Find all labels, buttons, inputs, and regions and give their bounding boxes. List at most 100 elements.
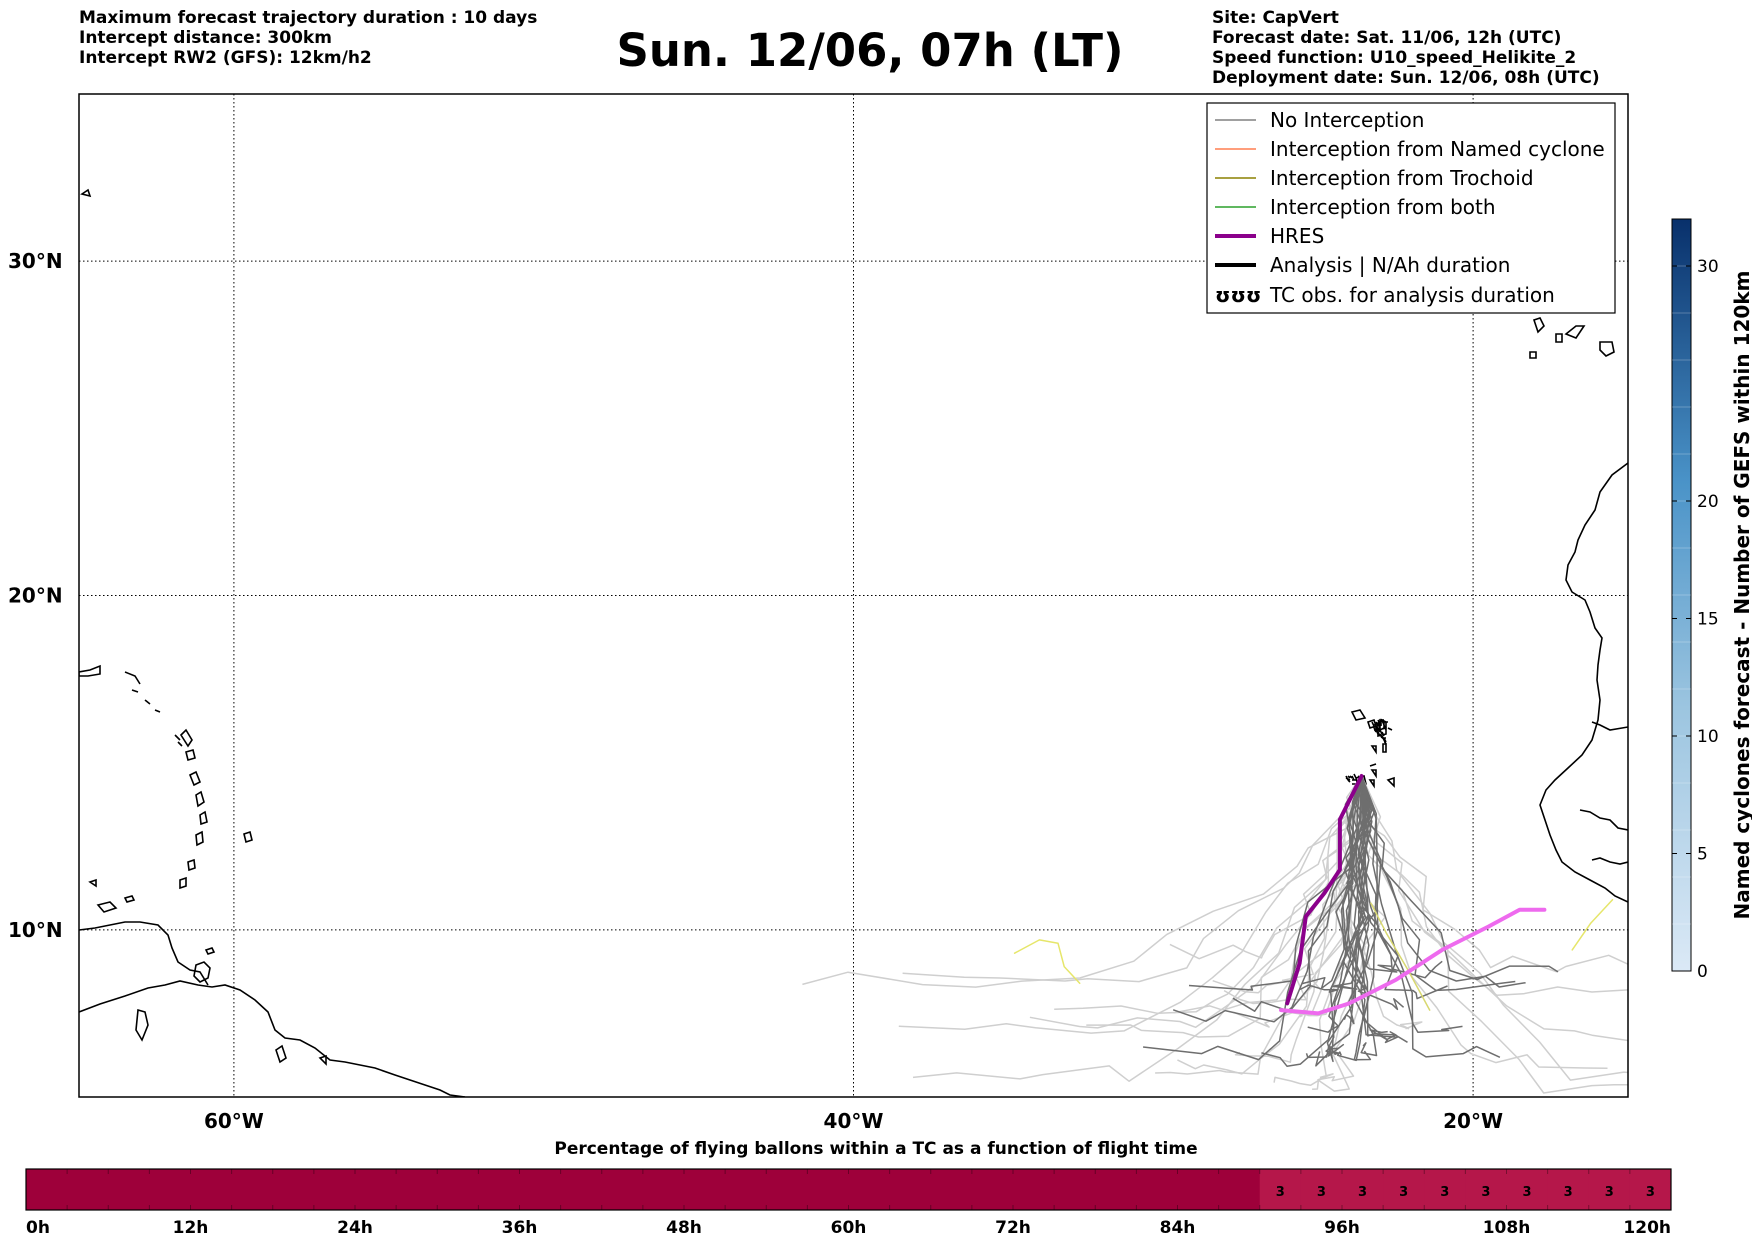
flight-time-segment	[396, 1169, 438, 1210]
flight-time-segment	[725, 1169, 767, 1210]
tobago-coastline	[204, 947, 216, 955]
colorbar: 0 5 10 15 20 30 Named cyclones forecast - Num…	[1671, 218, 1752, 982]
legend: No Interception Interception from Named …	[1206, 102, 1616, 314]
flight-time-segment	[1342, 1169, 1384, 1210]
legend-label-named-cyclone: Interception from Named cyclone	[1270, 137, 1605, 161]
ensemble-trajectory-dark	[1350, 775, 1405, 1011]
ensemble-trajectory-dark	[1356, 775, 1408, 1043]
flight-time-segment	[1424, 1169, 1466, 1210]
lon-tick-label: 40°W	[824, 1109, 884, 1133]
flight-time-segment	[807, 1169, 849, 1210]
flight-time-value-label: 3	[1481, 1185, 1490, 1200]
max-duration-text: Maximum forecast trajectory duration : 1…	[79, 8, 538, 28]
legend-label-tc-obs: TC obs. for analysis duration	[1269, 283, 1555, 307]
lat-tick-label: 30°N	[8, 249, 63, 273]
ensemble-trajectory-light	[1360, 775, 1628, 1094]
flight-time-segment	[149, 1169, 191, 1210]
ensemble-trajectory-light	[898, 775, 1363, 1034]
flight-time-segment	[478, 1169, 520, 1210]
ensemble-trajectory-light	[1177, 775, 1364, 1075]
trajectory-analysis-pink	[1279, 907, 1547, 1016]
flight-time-value-label: 3	[1317, 1185, 1326, 1200]
legend-box	[1206, 102, 1616, 314]
flight-time-segment	[1218, 1169, 1261, 1210]
colorbar-tick-label: 15	[1697, 610, 1719, 630]
flight-time-segment	[1506, 1169, 1549, 1210]
run-info-left: Maximum forecast trajectory duration : 1…	[79, 8, 537, 68]
ensemble-trajectory-dark	[1357, 775, 1389, 1041]
flight-time-segment	[1547, 1169, 1590, 1210]
flight-time-value-label: 3	[1440, 1185, 1449, 1200]
coastlines	[79, 188, 1628, 1097]
flight-time-tick-label: 96h	[1324, 1218, 1360, 1238]
flight-time-segment	[560, 1169, 603, 1210]
trinidad-coastline	[193, 961, 211, 983]
legend-label-hres: HRES	[1270, 224, 1324, 248]
senegal-coastline	[1591, 721, 1628, 731]
map-frame	[78, 93, 1629, 1098]
ensemble-trajectory-light	[1212, 775, 1374, 994]
flight-time-value-label: 3	[1646, 1185, 1655, 1200]
flight-time-segment	[971, 1169, 1014, 1210]
flight-time-value-label: 3	[1605, 1185, 1614, 1200]
flight-time-tick-label: 48h	[666, 1218, 702, 1238]
run-info-right: Site: CapVert Forecast date: Sat. 11/06,…	[1212, 8, 1600, 88]
flight-time-bar-frame	[25, 1168, 1672, 1211]
flight-time-segment	[1588, 1169, 1631, 1210]
flight-time-tick-label: 60h	[831, 1218, 867, 1238]
intercept-rw2-text: Intercept RW2 (GFS): 12km/h2	[79, 48, 372, 68]
flight-time-segment	[1465, 1169, 1507, 1210]
colorbar-ticks: 0 5 10 15 20 30	[1672, 257, 1719, 982]
forecast-date-text: Forecast date: Sat. 11/06, 12h (UTC)	[1212, 28, 1562, 48]
trajectory-yellow	[1571, 898, 1614, 951]
lat-tick-label: 20°N	[8, 584, 63, 608]
flight-time-tick-label: 12h	[173, 1218, 209, 1238]
colorbar-tick-label: 5	[1697, 845, 1708, 865]
flight-time-segment	[1383, 1169, 1425, 1210]
ensemble-trajectory-dark	[1315, 775, 1371, 1067]
flight-time-segment	[355, 1169, 397, 1210]
flight-time-segment	[766, 1169, 808, 1210]
ensemble-trajectory-light	[902, 775, 1363, 983]
colorbar-tick-label: 10	[1697, 727, 1719, 747]
ensemble-trajectory-light	[1054, 775, 1363, 1015]
flight-time-segment	[313, 1169, 356, 1210]
flight-time-tick-label: 72h	[995, 1218, 1031, 1238]
legend-label-both: Interception from both	[1270, 195, 1496, 219]
flight-time-segment	[642, 1169, 685, 1210]
guyana-coastline	[275, 1044, 327, 1066]
lat-tick-label: 10°N	[8, 918, 63, 942]
africa-coastline	[1539, 462, 1628, 903]
ensemble-trajectories	[802, 775, 1628, 1094]
flight-time-segment	[437, 1169, 479, 1210]
colombia-inlet	[135, 1008, 149, 1042]
canary-islands-coastline	[1529, 317, 1615, 359]
flight-time-segment	[67, 1169, 109, 1210]
flight-time-segments: 3 3 3 3 3 3 3 3 3 3	[25, 1169, 1672, 1210]
ensemble-trajectory-dark	[1360, 775, 1501, 1058]
flight-time-segment	[684, 1169, 726, 1210]
intercept-distance-text: Intercept distance: 300km	[79, 28, 332, 48]
highlight-trajectories	[1013, 774, 1614, 1016]
guinea-bissau-coastline	[1579, 809, 1628, 865]
flight-time-segment	[930, 1169, 973, 1210]
lon-tick-label: 60°W	[204, 1109, 264, 1133]
legend-label-trochoid: Interception from Trochoid	[1270, 166, 1534, 190]
flight-time-segment	[1095, 1169, 1137, 1210]
virgin-islands-coastline	[124, 671, 161, 713]
flight-time-tick-label: 108h	[1483, 1218, 1531, 1238]
flight-time-tick-label: 120h	[1623, 1218, 1671, 1238]
flight-time-tick-labels: 0h 12h 24h 36h 48h 60h 72h 84h 96h 108h 120h	[26, 1218, 1671, 1238]
flight-time-segment	[190, 1169, 233, 1210]
colorbar-tick-label: 20	[1697, 492, 1719, 512]
deployment-date-text: Deployment date: Sun. 12/06, 08h (UTC)	[1212, 68, 1600, 88]
flight-time-segment	[1013, 1169, 1055, 1210]
flight-time-value-label: 3	[1358, 1185, 1367, 1200]
flight-time-segment	[1259, 1169, 1302, 1210]
ensemble-trajectory-dark	[1360, 775, 1463, 1033]
flight-time-value-label: 3	[1523, 1185, 1532, 1200]
ensemble-trajectory-light	[802, 775, 1368, 988]
legend-symbol-tc-obs: ʊʊʊ	[1215, 283, 1261, 307]
ensemble-trajectory-dark	[1172, 775, 1363, 1023]
small-islands-coastline	[88, 878, 136, 913]
